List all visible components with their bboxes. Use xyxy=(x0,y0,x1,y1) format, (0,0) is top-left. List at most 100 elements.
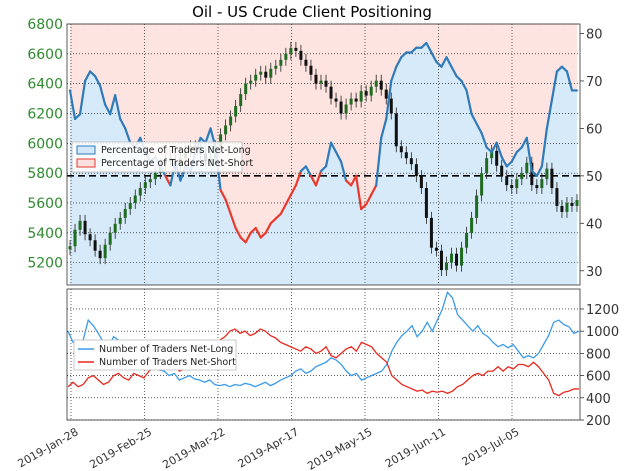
net-long-pct-segment xyxy=(73,113,82,121)
net-long-pct-segment xyxy=(234,226,242,239)
price-candle xyxy=(414,164,418,177)
net-long-pct-segment xyxy=(370,184,378,196)
net-short-shading xyxy=(70,24,577,243)
price-candle xyxy=(545,168,549,180)
net-long-pct-segment xyxy=(324,141,333,168)
bottom-panel-frame xyxy=(66,288,581,421)
price-candle xyxy=(234,106,238,117)
net-long-pct-segment xyxy=(395,56,403,68)
price-candle xyxy=(133,195,137,203)
price-candle xyxy=(500,165,504,177)
price-candle xyxy=(490,150,494,159)
net-long-pct-segment xyxy=(99,84,107,106)
net-long-pct-segment xyxy=(289,184,297,196)
price-candle xyxy=(249,80,253,84)
price-candle xyxy=(374,80,378,87)
net-long-pct-segment xyxy=(535,165,543,177)
net-long-pct-segment xyxy=(445,56,453,68)
legend-swatch-net-short xyxy=(76,158,96,168)
left-tick-label: 6000 xyxy=(27,136,63,152)
price-candle xyxy=(444,262,448,271)
price-candle xyxy=(394,113,398,147)
net-long-pct-segment xyxy=(249,226,257,234)
price-candle xyxy=(123,208,127,218)
net-long-pct-segment xyxy=(239,236,247,244)
legend-label-net-short: Percentage of Traders Net-Short xyxy=(101,158,253,169)
net-long-pct-segment xyxy=(440,56,448,68)
price-candle xyxy=(334,98,338,102)
net-long-pct-segment xyxy=(344,179,353,187)
net-long-pct-segment xyxy=(385,79,393,121)
net-long-pct-segment xyxy=(109,94,117,116)
price-candle xyxy=(550,168,554,189)
price-candle xyxy=(254,74,258,81)
net-long-pct-segment xyxy=(269,217,277,225)
price-candle xyxy=(495,150,499,166)
net-long-pct-segment xyxy=(119,117,127,130)
net-long-pct-segment xyxy=(224,198,232,215)
price-candle xyxy=(229,116,233,126)
bottom-right-tick-label: 1000 xyxy=(586,325,619,340)
net-long-pct-segment xyxy=(274,212,282,220)
price-candle xyxy=(540,179,544,189)
net-long-pct-segment xyxy=(114,94,122,121)
net-long-pct-segment xyxy=(510,151,518,163)
price-candle xyxy=(530,162,534,186)
net-long-pct-segment xyxy=(475,122,483,135)
price-candle xyxy=(419,176,423,189)
left-tick-label: 6400 xyxy=(27,77,63,93)
net-long-pct-segment xyxy=(550,70,559,102)
net-long-pct-segment xyxy=(495,141,503,158)
net-long-pct-segment xyxy=(420,41,428,49)
left-tick-label: 5800 xyxy=(27,166,63,182)
bottom-right-tick-label: 600 xyxy=(586,370,611,385)
net-long-pct-segment xyxy=(545,98,554,130)
net-long-pct-segment xyxy=(450,65,458,78)
price-candle xyxy=(153,173,157,180)
net-long-pct-segment xyxy=(500,155,508,168)
right-tick-label: 80 xyxy=(586,27,603,42)
price-candle xyxy=(505,176,509,186)
price-candle xyxy=(560,205,564,212)
price-candle xyxy=(143,182,147,189)
price-candle xyxy=(349,98,353,105)
price-candle xyxy=(470,217,474,233)
price-candle xyxy=(68,246,72,250)
net-long-pct-segment xyxy=(460,79,468,92)
legend-bottom: Number of Traders Net-Long Number of Tra… xyxy=(73,339,237,371)
net-long-pct-segment xyxy=(425,41,433,54)
right-tick-label: 50 xyxy=(586,170,603,185)
price-candle xyxy=(485,158,489,174)
price-candle xyxy=(224,125,228,135)
price-candle xyxy=(329,86,333,99)
net-long-pct-segment xyxy=(83,70,92,83)
price-candle xyxy=(510,185,514,189)
legend-top: Percentage of Traders Net-Long Percentag… xyxy=(71,141,253,173)
x-tick-label: 2019-Mar-22 xyxy=(160,425,227,471)
price-candle xyxy=(339,101,343,114)
price-candle xyxy=(148,179,152,183)
price-candle xyxy=(450,253,454,263)
price-candle xyxy=(565,202,569,212)
net-long-pct-segment xyxy=(485,146,493,154)
net-long-pct-segment xyxy=(530,170,538,177)
net-long-pct-segment xyxy=(279,203,287,215)
price-candle xyxy=(364,91,368,96)
price-candle xyxy=(289,47,293,54)
x-tick-label: 2019-Apr-17 xyxy=(236,425,301,470)
net-long-pct-segment xyxy=(284,193,292,206)
net-long-pct-segment xyxy=(334,151,343,163)
x-tick-label: 2019-Jul-05 xyxy=(460,425,522,468)
chart-title: Oil - US Crude Client Positioning xyxy=(192,3,432,21)
right-tick-label: 70 xyxy=(586,75,603,90)
net-long-pct-segment xyxy=(525,136,533,173)
price-candle xyxy=(369,86,373,96)
price-candle xyxy=(399,146,403,153)
price-candle xyxy=(88,234,92,241)
net-long-pct-segment xyxy=(254,226,262,239)
price-candle xyxy=(409,158,413,165)
price-candle xyxy=(284,53,288,60)
price-candle xyxy=(455,253,459,266)
price-candle xyxy=(354,98,358,102)
